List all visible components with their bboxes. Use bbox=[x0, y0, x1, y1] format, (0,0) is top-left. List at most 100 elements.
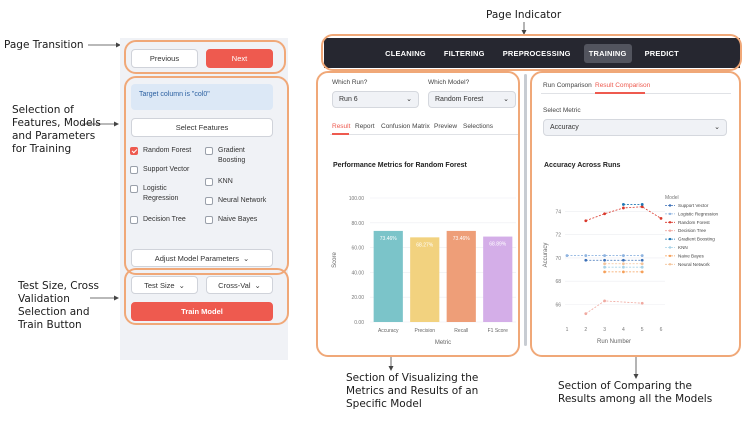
line-chart: 66 68 70 72 74 1 2 3 4 5 6 Accuracy Run Number Model S… bbox=[543, 195, 719, 345]
tab-confusion-matrix[interactable]: Confusion Matrix bbox=[381, 123, 430, 130]
annotation-page-transition: Page Transition bbox=[4, 39, 84, 51]
legend-label: Gradient Boosting bbox=[678, 237, 715, 242]
y-tick-label: 0.00 bbox=[354, 320, 364, 326]
model-checkbox-label: Naive Bayes bbox=[218, 216, 258, 223]
model-checkbox-knn[interactable]: KNN bbox=[205, 177, 233, 187]
model-checkbox-label: Support Vector bbox=[143, 166, 190, 173]
bar bbox=[446, 230, 476, 322]
tab-result-comparison[interactable]: Result Comparison bbox=[595, 82, 651, 89]
model-checkbox-label: KNN bbox=[218, 178, 233, 185]
which-run-select[interactable]: Run 6 ⌄ bbox=[332, 91, 419, 108]
legend-marker bbox=[668, 246, 672, 249]
bar bbox=[410, 237, 440, 322]
y-tick-label: 74 bbox=[555, 209, 561, 215]
checkbox-icon bbox=[130, 166, 138, 174]
bar-value-label: 73.46% bbox=[380, 236, 398, 242]
data-point bbox=[603, 262, 606, 266]
annotation-line: Section of Visualizing the bbox=[346, 372, 479, 384]
annotation-line: Train Button bbox=[18, 319, 82, 331]
tab-result[interactable]: Result bbox=[332, 123, 351, 130]
legend-label: Random Forest bbox=[678, 220, 710, 225]
tab-selections[interactable]: Selections bbox=[463, 123, 493, 130]
nav-tab-training[interactable]: TRAINING bbox=[583, 43, 632, 63]
which-model-value: Random Forest bbox=[435, 96, 484, 103]
data-point bbox=[603, 258, 606, 262]
bar-value-label: 68.27% bbox=[416, 242, 434, 248]
target-column-info: Target column is "col0" bbox=[131, 84, 273, 110]
model-checkbox-gradient-boosting[interactable]: Gradient Boosting bbox=[205, 146, 263, 166]
nav-tab-cleaning[interactable]: CLEANING bbox=[385, 48, 426, 58]
y-axis-label: Accuracy bbox=[543, 243, 549, 268]
y-tick-label: 72 bbox=[555, 233, 561, 239]
annotation-line: for Training bbox=[12, 143, 72, 155]
y-tick-label: 80.00 bbox=[351, 221, 364, 227]
checkbox-icon bbox=[205, 178, 213, 186]
data-point bbox=[640, 205, 644, 209]
cross-val-label: Cross-Val bbox=[218, 280, 251, 290]
model-checkbox-logistic-regression[interactable]: Logistic Regression bbox=[130, 184, 196, 204]
model-checkbox-support-vector[interactable]: Support Vector bbox=[130, 165, 189, 175]
checkbox-icon bbox=[205, 197, 213, 205]
bar-chart-title: Performance Metrics for Random Forest bbox=[333, 162, 467, 169]
data-point bbox=[640, 258, 644, 262]
tab-preview[interactable]: Preview bbox=[434, 123, 458, 130]
x-tick-label: 5 bbox=[641, 327, 644, 333]
tab-run-comparison[interactable]: Run Comparison bbox=[543, 82, 592, 89]
model-checkbox-naive-bayes[interactable]: Naive Bayes bbox=[205, 215, 257, 225]
chevron-down-icon: ⌄ bbox=[178, 280, 185, 290]
legend-marker bbox=[668, 204, 672, 207]
data-point bbox=[603, 212, 606, 216]
model-checkbox-neural-network[interactable]: Neural Network bbox=[205, 196, 266, 206]
panel-scrollbar[interactable] bbox=[524, 74, 527, 346]
legend-label: Neural Network bbox=[678, 262, 710, 267]
x-tick-label: 4 bbox=[622, 327, 625, 333]
model-checkbox-decision-tree[interactable]: Decision Tree bbox=[130, 215, 186, 225]
y-tick-label: 20.00 bbox=[351, 295, 364, 301]
tab-report[interactable]: Report bbox=[355, 123, 375, 130]
select-metric-value: Accuracy bbox=[550, 124, 579, 131]
nav-tab-preprocessing[interactable]: PREPROCESSING bbox=[502, 48, 571, 58]
y-tick-label: 60.00 bbox=[351, 246, 364, 252]
data-point bbox=[584, 258, 588, 262]
model-checkbox-random-forest[interactable]: Random Forest bbox=[130, 146, 191, 156]
which-model-select[interactable]: Random Forest ⌄ bbox=[428, 91, 516, 108]
data-point bbox=[622, 258, 625, 262]
which-run-label: Which Run? bbox=[332, 79, 368, 86]
x-tick-label: 6 bbox=[660, 327, 663, 333]
y-tick-label: 40.00 bbox=[351, 270, 364, 276]
train-model-button[interactable]: Train Model bbox=[131, 302, 273, 321]
annotation-line: Selection of bbox=[12, 104, 74, 116]
bar-chart: 0.00 20.00 40.00 60.00 80.00 100.00 Score 73.46… bbox=[332, 196, 516, 346]
x-tick-label: Accuracy bbox=[378, 328, 399, 334]
y-tick-label: 70 bbox=[555, 256, 561, 262]
annotation-page-indicator: Page Indicator bbox=[486, 9, 562, 21]
next-button[interactable]: Next bbox=[206, 49, 273, 68]
adjust-model-parameters-button[interactable]: Adjust Model Parameters ⌄ bbox=[131, 249, 273, 267]
checkbox-icon bbox=[205, 216, 213, 224]
checkbox-icon bbox=[130, 216, 138, 224]
annotation-selection: Selection of Features, Models and Parame… bbox=[12, 104, 101, 156]
select-features-button[interactable]: Select Features bbox=[131, 118, 273, 137]
checkbox-icon bbox=[205, 147, 213, 155]
legend-marker bbox=[668, 263, 672, 266]
nav-tab-predict[interactable]: PREDICT bbox=[644, 48, 679, 58]
cross-val-button[interactable]: Cross-Val ⌄ bbox=[206, 276, 273, 294]
data-point bbox=[640, 270, 644, 274]
y-tick-label: 68 bbox=[555, 279, 561, 285]
nav-tab-filtering[interactable]: FILTERING bbox=[443, 48, 485, 58]
line-chart-title: Accuracy Across Runs bbox=[544, 162, 621, 169]
annotation-line: Metrics and Results of an bbox=[346, 385, 479, 397]
select-metric-dropdown[interactable]: Accuracy ⌄ bbox=[543, 119, 727, 136]
test-size-label: Test Size bbox=[144, 280, 175, 290]
model-checkbox-label: Decision Tree bbox=[143, 216, 186, 223]
data-point bbox=[640, 265, 644, 269]
x-tick-label: Recall bbox=[454, 328, 468, 334]
test-size-button[interactable]: Test Size ⌄ bbox=[131, 276, 198, 294]
legend-label: Naive Bayes bbox=[678, 253, 704, 258]
x-tick-label: 3 bbox=[603, 327, 606, 333]
model-checkbox-label: Gradient Boosting bbox=[218, 147, 246, 164]
data-point bbox=[584, 219, 588, 223]
legend-label: Support Vector bbox=[678, 203, 709, 208]
previous-button[interactable]: Previous bbox=[131, 49, 198, 68]
